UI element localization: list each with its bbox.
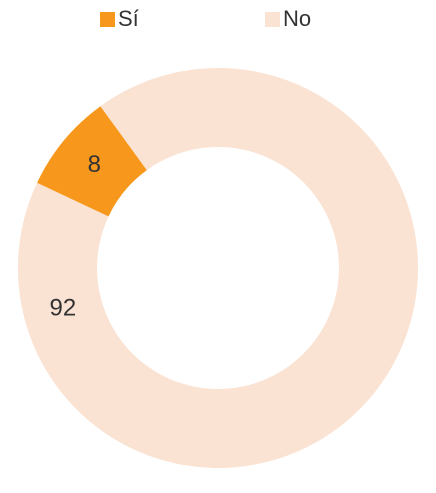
donut-segment bbox=[37, 106, 147, 217]
donut-segment bbox=[17, 67, 418, 468]
data-label: 8 bbox=[88, 151, 101, 178]
legend-swatch bbox=[100, 12, 115, 27]
legend-label: No bbox=[283, 6, 311, 31]
data-label: 92 bbox=[50, 295, 77, 322]
legend-swatch bbox=[265, 12, 280, 27]
legend-label: Sí bbox=[118, 6, 139, 31]
